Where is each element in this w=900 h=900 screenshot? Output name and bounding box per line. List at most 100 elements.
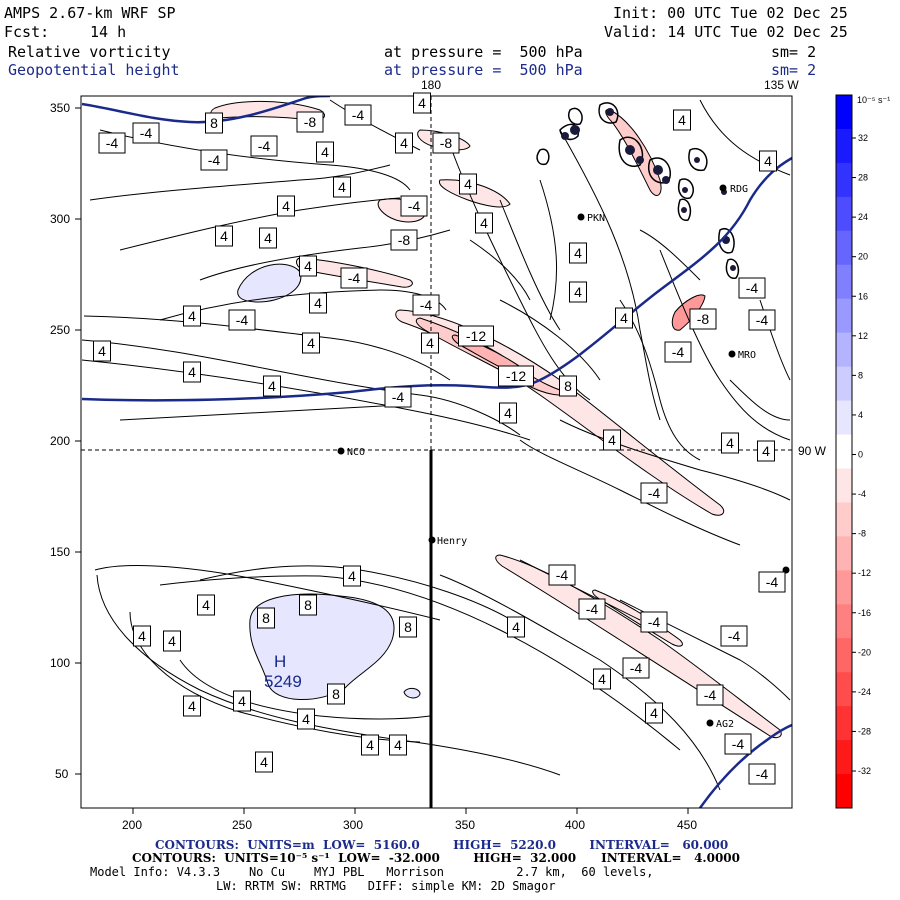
svg-text:-4: -4: [756, 312, 769, 328]
y-tick-label: 350: [50, 101, 70, 115]
station-henry[interactable]: Henry: [428, 536, 468, 547]
colorbar-swatch: [836, 638, 852, 673]
contour-label: -4: [344, 104, 372, 126]
contour-label: -4: [548, 564, 576, 586]
contour-label: 4: [569, 281, 587, 303]
colorbar-label: -20: [858, 647, 871, 657]
svg-text:4: 4: [302, 711, 310, 727]
svg-text:4: 4: [650, 705, 658, 721]
svg-text:4: 4: [504, 405, 512, 421]
contour-label: 4: [316, 141, 334, 163]
footer-vorticity-contours: CONTOURS: UNITS=10⁻⁵ s⁻¹ LOW= -32.000 HI…: [132, 851, 740, 865]
colorbar-label: 28: [858, 173, 868, 183]
station-pkn[interactable]: PKN: [577, 213, 606, 224]
contour-label: 8: [205, 112, 223, 134]
svg-text:4: 4: [762, 443, 770, 459]
contour-label: 4: [673, 109, 691, 131]
contour-label: 4: [593, 668, 611, 690]
contour-label: 4: [299, 255, 317, 277]
plot-frame: [80, 95, 793, 809]
contour-label: -4: [132, 122, 160, 144]
contour-label: 4: [197, 594, 215, 616]
colorbar-swatch: [836, 740, 852, 775]
contour-label: -12: [498, 365, 534, 387]
contour-label: -4: [640, 611, 668, 633]
colorbar-swatch: [836, 604, 852, 639]
contour-label: 4: [183, 305, 201, 327]
init-time: Init: 00 UTC Tue 02 Dec 25: [613, 4, 848, 22]
svg-text:-4: -4: [704, 687, 717, 703]
colorbar-swatch: [836, 230, 852, 266]
station-rdg[interactable]: RDG: [719, 184, 749, 195]
svg-text:4: 4: [188, 698, 196, 714]
svg-text:8: 8: [210, 115, 218, 131]
station-mro[interactable]: MRO: [728, 350, 757, 361]
contour-label: 4: [233, 690, 251, 712]
colorbar-swatch: [836, 332, 852, 368]
svg-text:NCO: NCO: [347, 447, 365, 458]
svg-text:4: 4: [400, 135, 408, 151]
svg-text:-4: -4: [208, 152, 221, 168]
positive-vorticity-area: [403, 687, 421, 699]
contour-label: 4: [395, 132, 413, 154]
x-tick-label: 400: [565, 818, 585, 832]
colorbar-label: -8: [858, 529, 866, 539]
colorbar-label: 24: [858, 212, 868, 222]
vorticity-contours: [81, 99, 791, 791]
svg-text:-4: -4: [106, 135, 119, 151]
contour-label: -8: [689, 308, 717, 330]
contour-label: -4: [400, 195, 428, 217]
svg-text:-4: -4: [648, 614, 661, 630]
svg-text:4: 4: [202, 597, 210, 613]
contour-label: -12: [458, 325, 494, 347]
svg-text:4: 4: [394, 737, 402, 753]
svg-text:4: 4: [426, 335, 434, 351]
station-nco[interactable]: NCO: [337, 447, 366, 458]
colorbar-label: -16: [858, 608, 871, 618]
svg-text:4: 4: [260, 754, 268, 770]
colorbar-label: 12: [858, 331, 868, 341]
station-ag2[interactable]: AG2: [706, 719, 735, 730]
contour-label: 8: [299, 594, 317, 616]
colorbar-label: -12: [858, 568, 871, 578]
colorbar-swatch: [836, 502, 852, 537]
colorbar-swatch: [836, 264, 852, 300]
contour-label: -8: [296, 111, 324, 133]
svg-text:-4: -4: [556, 567, 569, 583]
footer-height-contours: CONTOURS: UNITS=m LOW= 5160.0 HIGH= 5220…: [155, 838, 729, 852]
svg-text:4: 4: [282, 198, 290, 214]
contour-label: 4: [309, 292, 327, 314]
contour-label: -4: [200, 149, 228, 171]
svg-text:4: 4: [512, 619, 520, 635]
contour-label: -4: [720, 625, 748, 647]
svg-text:4: 4: [168, 633, 176, 649]
svg-text:4: 4: [138, 628, 146, 644]
model-title: AMPS 2.67-km WRF SP: [4, 4, 176, 22]
svg-text:4: 4: [764, 153, 772, 169]
contour-label: -4: [340, 267, 368, 289]
colorbar-swatch: [836, 95, 852, 130]
svg-text:4: 4: [464, 176, 472, 192]
svg-text:-4: -4: [420, 297, 433, 313]
colorbar-swatch: [836, 162, 852, 198]
svg-text:-4: -4: [408, 198, 421, 214]
footer-model-info: Model Info: V4.3.3 No Cu MYJ PBL Morriso…: [90, 865, 654, 879]
contour-label: 8: [559, 375, 577, 397]
svg-text:-4: -4: [348, 270, 361, 286]
stations: NCO Henry PKN RDG MRO AG2: [337, 184, 790, 730]
forecast-hour: 14 h: [90, 23, 127, 41]
contour-label: 4: [645, 702, 663, 724]
field-vorticity-label: Relative vorticity: [8, 43, 171, 61]
svg-text:4: 4: [268, 378, 276, 394]
svg-text:8: 8: [564, 378, 572, 394]
contour-label: 4: [297, 708, 315, 730]
y-tick-label: 100: [50, 656, 70, 670]
contour-label: 4: [389, 734, 407, 756]
contour-label: 4: [183, 695, 201, 717]
contour-label: -4: [228, 309, 256, 331]
svg-text:8: 8: [404, 619, 412, 635]
svg-text:4: 4: [338, 179, 346, 195]
contour-label: 4: [413, 92, 431, 114]
svg-text:4: 4: [314, 295, 322, 311]
colorbar-swatch: [836, 196, 852, 232]
